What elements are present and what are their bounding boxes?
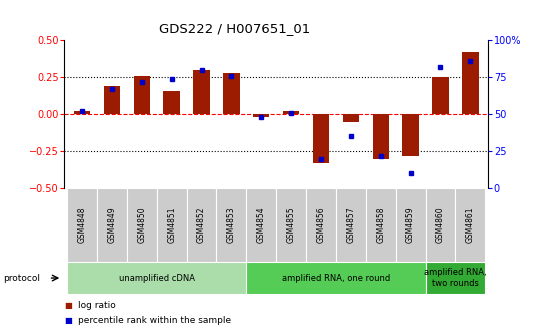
Bar <box>246 262 426 294</box>
Text: GSM4855: GSM4855 <box>287 207 296 244</box>
Bar <box>133 76 150 114</box>
Bar <box>426 188 455 262</box>
Bar <box>455 188 485 262</box>
Bar <box>462 52 479 114</box>
Bar <box>313 114 329 163</box>
Bar <box>104 86 120 114</box>
Bar <box>163 91 180 114</box>
Bar <box>67 262 246 294</box>
Bar <box>343 114 359 122</box>
Text: GSM4861: GSM4861 <box>466 207 475 243</box>
Bar <box>373 114 389 159</box>
Text: GSM4852: GSM4852 <box>197 207 206 243</box>
Text: ■: ■ <box>64 301 72 310</box>
Text: GSM4857: GSM4857 <box>347 207 355 244</box>
Bar <box>223 73 239 114</box>
Text: GSM4848: GSM4848 <box>78 207 86 243</box>
Bar <box>67 188 97 262</box>
Bar <box>283 111 299 114</box>
Bar <box>97 188 127 262</box>
Text: GSM4860: GSM4860 <box>436 207 445 244</box>
Text: GSM4849: GSM4849 <box>108 207 117 244</box>
Text: GSM4850: GSM4850 <box>137 207 146 244</box>
Text: GSM4856: GSM4856 <box>316 207 325 244</box>
Text: log ratio: log ratio <box>78 301 116 310</box>
Bar <box>306 188 336 262</box>
Text: GSM4854: GSM4854 <box>257 207 266 244</box>
Text: GSM4853: GSM4853 <box>227 207 236 244</box>
Bar <box>276 188 306 262</box>
Bar <box>402 114 419 156</box>
Text: percentile rank within the sample: percentile rank within the sample <box>78 316 231 325</box>
Text: unamplified cDNA: unamplified cDNA <box>119 274 195 283</box>
Bar <box>432 77 449 114</box>
Bar <box>127 188 157 262</box>
Text: ■: ■ <box>64 316 72 325</box>
Bar <box>217 188 246 262</box>
Text: GSM4858: GSM4858 <box>376 207 385 243</box>
Text: GSM4859: GSM4859 <box>406 207 415 244</box>
Bar <box>253 114 270 117</box>
Bar <box>74 111 90 114</box>
Text: GDS222 / H007651_01: GDS222 / H007651_01 <box>158 22 310 35</box>
Text: protocol: protocol <box>3 274 40 283</box>
Bar <box>157 188 186 262</box>
Bar <box>396 188 426 262</box>
Bar <box>336 188 366 262</box>
Bar <box>193 70 210 114</box>
Bar <box>246 188 276 262</box>
Bar <box>186 188 217 262</box>
Text: GSM4851: GSM4851 <box>167 207 176 243</box>
Bar <box>426 262 485 294</box>
Text: amplified RNA, one round: amplified RNA, one round <box>282 274 390 283</box>
Text: amplified RNA,
two rounds: amplified RNA, two rounds <box>424 268 487 288</box>
Bar <box>366 188 396 262</box>
